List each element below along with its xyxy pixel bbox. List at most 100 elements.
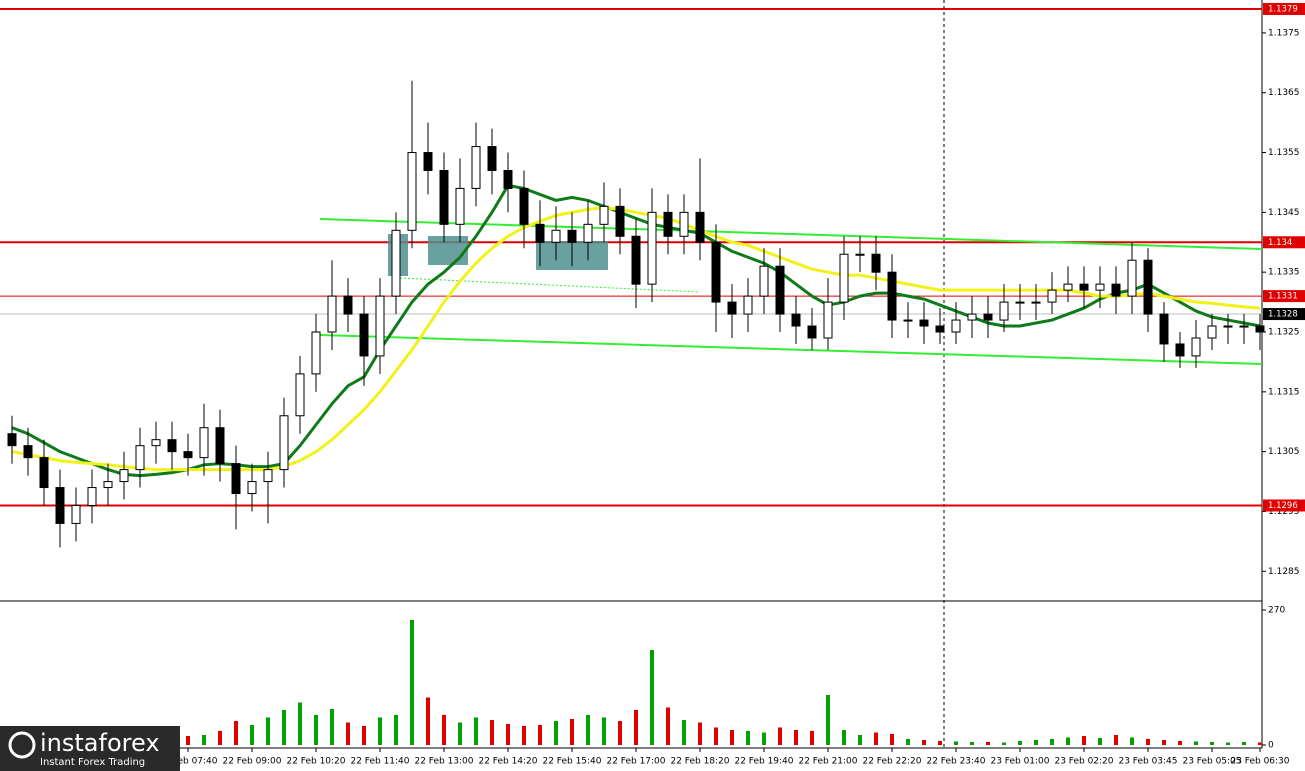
volume-bar [426, 697, 430, 745]
volume-bar [506, 724, 510, 745]
candle-body [519, 187, 529, 225]
candle-body [1207, 325, 1217, 339]
volume-bar [794, 730, 798, 745]
volume-bar [378, 717, 382, 745]
x-tick-label: 22 Feb 22:20 [862, 757, 921, 767]
candle-body [1175, 343, 1185, 357]
level-tag-label: 1.1296 [1268, 501, 1298, 511]
candle-body [935, 325, 945, 333]
y-tick-label: 1.1295 [1268, 507, 1300, 517]
candle-body [295, 373, 305, 417]
candle-body [1063, 283, 1073, 291]
level-tag [1263, 2, 1305, 15]
x-tick-label: 22 Feb 07:40 [158, 757, 217, 767]
volume-bar [410, 620, 414, 745]
volume-bar [954, 741, 958, 745]
candle-body [791, 313, 801, 327]
candle-body [439, 169, 449, 225]
candle-body [1015, 301, 1025, 304]
x-tick-label: 22 Feb 17:00 [606, 757, 665, 767]
candle-body [1223, 325, 1233, 328]
y-tick-label: 1.1305 [1268, 447, 1300, 457]
candle-body [887, 271, 897, 321]
volume-bar [842, 730, 846, 745]
volume-bar [1034, 740, 1038, 745]
candle-body [343, 295, 353, 315]
candle-body [903, 319, 913, 322]
candle-body [855, 253, 865, 256]
candle-body [951, 319, 961, 333]
volume-bar [218, 731, 222, 745]
x-tick-label: 22 Feb 13:00 [414, 757, 473, 767]
volume-bar [570, 719, 574, 745]
y-tick-label: 1.1365 [1268, 88, 1300, 98]
candle-body [1127, 259, 1137, 297]
x-tick-label: 23 Feb 02:20 [1054, 757, 1113, 767]
volume-bar [298, 702, 302, 745]
volume-bar [1130, 737, 1134, 745]
candle-body [247, 481, 257, 495]
candle-body [391, 229, 401, 297]
candle-body [183, 451, 193, 459]
volume-tick-label: 0 [1268, 741, 1274, 751]
volume-bar [250, 725, 254, 745]
volume-bar [778, 727, 782, 745]
candle-body [1111, 283, 1121, 297]
y-tick-label: 1.1285 [1268, 567, 1300, 577]
level-tag [1263, 290, 1305, 303]
candle-body [231, 463, 241, 495]
candle-body [1255, 325, 1265, 333]
volume-bar [346, 722, 350, 745]
candle-body [7, 433, 17, 447]
volume-bar [234, 721, 238, 745]
volume-bar [874, 732, 878, 745]
candle-body [1031, 301, 1041, 304]
candle-body [919, 319, 929, 327]
candle-body [967, 313, 977, 321]
volume-bar [922, 740, 926, 745]
y-tick-label: 1.1375 [1268, 28, 1300, 38]
volume-bar [746, 731, 750, 745]
candle-body [39, 457, 49, 489]
candle-body [407, 152, 417, 231]
candle-body [1159, 313, 1169, 345]
x-tick-label: 23 Feb 05:05 [1182, 757, 1241, 767]
logo-tagline: Instant Forex Trading [40, 757, 145, 768]
volume-bar [266, 717, 270, 745]
candle-body [647, 211, 657, 285]
x-tick-label: 22 Feb 11:40 [350, 757, 409, 767]
volume-bar [1194, 741, 1198, 745]
volume-bar [1258, 742, 1262, 745]
candle-body [23, 445, 33, 459]
level-tag [1263, 236, 1305, 249]
candle-body [55, 487, 65, 524]
candle-body [775, 265, 785, 315]
volume-bar [666, 707, 670, 745]
trend-line [319, 218, 1263, 250]
logo-background [0, 726, 180, 771]
candle-body [679, 211, 689, 237]
candle-body [759, 265, 769, 297]
candle-body [615, 205, 625, 237]
volume-bar [490, 720, 494, 745]
candle-body [631, 235, 641, 285]
volume-bar [858, 735, 862, 745]
volume-bar [634, 710, 638, 745]
y-tick-label: 1.1335 [1268, 268, 1300, 278]
candle-body [583, 223, 593, 243]
x-tick-label: 22 Feb 09:00 [222, 757, 281, 767]
candle-body [711, 241, 721, 303]
candle-body [1079, 283, 1089, 291]
logo-icon [8, 731, 36, 759]
candle-body [279, 415, 289, 471]
highlight-box [428, 236, 468, 265]
volume-bar [970, 742, 974, 745]
candle-body [1191, 337, 1201, 357]
y-tick-label: 1.1325 [1268, 328, 1300, 338]
candle-body [215, 427, 225, 465]
level-tag-label: 1.1379 [1268, 4, 1298, 14]
volume-bar [202, 735, 206, 745]
candle-body [599, 205, 609, 225]
